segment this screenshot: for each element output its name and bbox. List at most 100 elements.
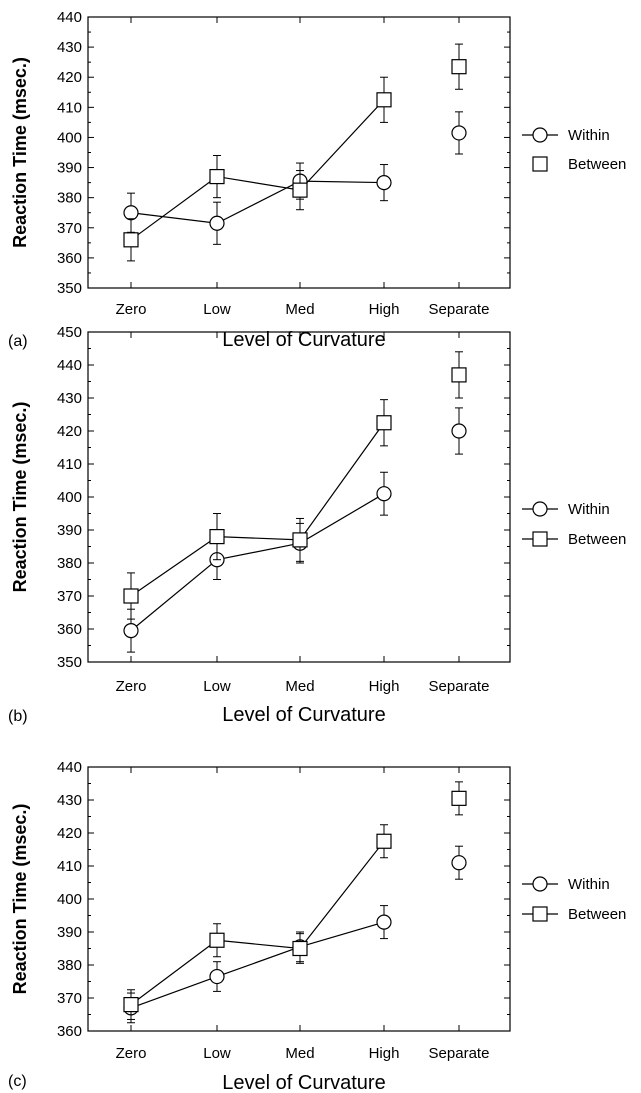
y-tick-label: 420 (57, 69, 82, 86)
series-within (123, 111, 467, 245)
y-tick-label: 380 (57, 555, 82, 572)
y-axis-title: Reaction Time (msec.) (10, 57, 30, 248)
data-point-between (376, 415, 392, 431)
chart-panel-1: 350 360 370 380 390 400 410 420 430 440 Zero Low Med… (8, 9, 626, 351)
chart-panel-2: 350 360 370 380 390 400 410 420 430 440 450 Zero Low… (8, 324, 626, 726)
data-point-within (123, 623, 139, 639)
y-tick-label: 430 (57, 390, 82, 407)
data-point-between (376, 833, 392, 849)
data-point-between (451, 790, 467, 806)
series-line-within (130, 180, 385, 224)
legend-label: Between (568, 906, 626, 923)
chart-panel-3: 360 370 380 390 400 410 420 430 440 Zero Low Med Hig… (8, 759, 626, 1093)
x-tick-label-med: Med (285, 301, 314, 318)
plot-frame (87, 766, 511, 1032)
data-point-within (209, 968, 225, 985)
series-line-within (130, 493, 385, 632)
y-tick-label: 370 (57, 220, 82, 237)
panel-label: (b) (8, 708, 28, 725)
y-tick-label: 440 (57, 9, 82, 26)
data-point-within (451, 125, 467, 141)
y-tick-label: 400 (57, 891, 82, 908)
legend-label: Within (568, 876, 610, 893)
y-tick-label: 440 (57, 759, 82, 776)
y-tick-label: 410 (57, 456, 82, 473)
legend: Within Between (522, 876, 626, 923)
y-tick-label: 350 (57, 654, 82, 671)
legend-marker-circle (532, 127, 548, 143)
x-tick-label-low: Low (203, 301, 231, 318)
series-between (123, 43, 467, 262)
data-point-within (376, 175, 392, 191)
y-tick-label: 380 (57, 190, 82, 207)
y-tick-label: 400 (57, 489, 82, 506)
y-tick-label: 420 (57, 423, 82, 440)
legend-label: Between (568, 156, 626, 173)
legend: Within Between (522, 501, 626, 548)
plot-frame (87, 16, 511, 289)
y-tick-label: 400 (57, 129, 82, 146)
panel-label: (c) (8, 1073, 27, 1090)
data-point-between (292, 182, 308, 198)
y-tick-label: 370 (57, 588, 82, 605)
y-tick-label: 380 (57, 957, 82, 974)
y-tick-label: 420 (57, 825, 82, 842)
series-line-between (130, 840, 385, 1006)
legend-marker-circle (532, 501, 548, 517)
panel-label: (a) (8, 333, 28, 350)
data-point-between (451, 59, 467, 75)
x-tick-label-separate: Separate (429, 301, 490, 318)
data-point-within (376, 486, 392, 502)
y-tick-label: 350 (57, 280, 82, 297)
legend-label: Within (568, 127, 610, 144)
data-point-between (123, 996, 139, 1013)
x-tick-label-high: High (369, 301, 400, 318)
series-between (123, 781, 467, 1020)
data-point-between (292, 940, 308, 957)
plot-frame (87, 331, 511, 663)
data-point-between (292, 532, 308, 548)
data-point-within (209, 215, 225, 231)
data-point-within (376, 914, 392, 930)
y-tick-label: 360 (57, 621, 82, 638)
legend-label: Between (568, 531, 626, 548)
series-within (123, 845, 467, 1024)
x-tick-label-med: Med (285, 678, 314, 695)
series-line-within (130, 921, 385, 1009)
legend-marker-circle (532, 876, 548, 892)
data-point-between (209, 528, 225, 545)
y-tick-label: 430 (57, 792, 82, 809)
x-axis-title: Level of Curvature (222, 1072, 385, 1093)
series-within (123, 407, 467, 653)
x-tick-label-zero: Zero (116, 678, 147, 695)
x-tick-label-separate: Separate (429, 678, 490, 695)
data-point-within (123, 205, 139, 221)
y-tick-label: 390 (57, 522, 82, 539)
y-tick-label: 440 (57, 357, 82, 374)
x-tick-label-high: High (369, 1045, 400, 1062)
x-axis-title: Level of Curvature (222, 704, 385, 726)
y-axis-title: Reaction Time (msec.) (10, 804, 30, 995)
x-tick-label-zero: Zero (116, 1045, 147, 1062)
x-tick-label-low: Low (203, 1045, 231, 1062)
x-axis-title: Level of Curvature (222, 329, 385, 351)
y-tick-label: 360 (57, 250, 82, 267)
legend: Within Between (522, 127, 626, 173)
x-tick-label-zero: Zero (116, 301, 147, 318)
series-between (123, 351, 467, 620)
data-point-between (451, 367, 467, 383)
y-tick-label: 390 (57, 160, 82, 177)
x-tick-label-high: High (369, 678, 400, 695)
x-tick-label-separate: Separate (429, 1045, 490, 1062)
x-tick-label-med: Med (285, 1045, 314, 1062)
y-tick-label: 410 (57, 99, 82, 116)
y-tick-label: 410 (57, 858, 82, 875)
legend-marker-square (532, 906, 548, 922)
x-tick-label-low: Low (203, 678, 231, 695)
data-point-between (123, 232, 139, 248)
series-line-between (130, 99, 385, 241)
legend-label: Within (568, 501, 610, 518)
data-point-between (209, 168, 225, 185)
data-point-within (451, 855, 467, 871)
